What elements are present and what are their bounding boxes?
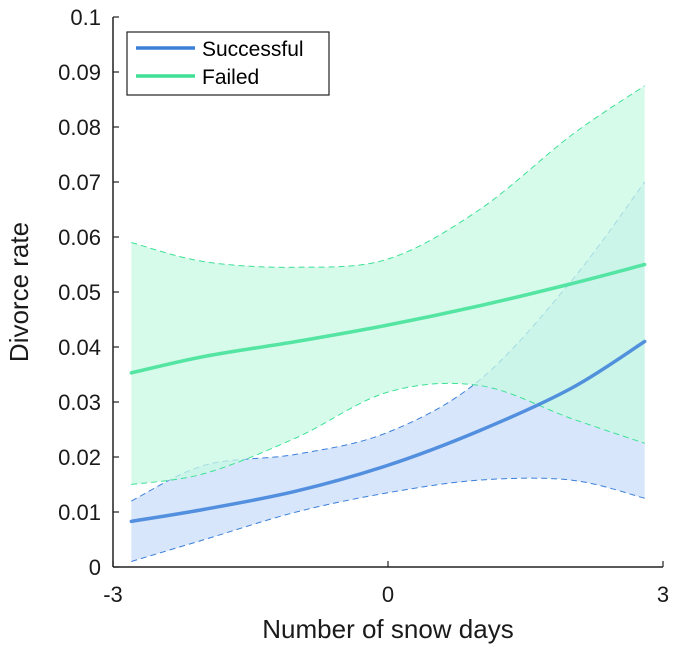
y-tick-label: 0.02 bbox=[58, 445, 101, 470]
x-axis-label: Number of snow days bbox=[262, 614, 513, 644]
y-tick-label: 0.01 bbox=[58, 500, 101, 525]
legend-label-failed: Failed bbox=[202, 66, 259, 89]
confidence-bands bbox=[131, 85, 646, 562]
x-tick-label: 3 bbox=[657, 582, 669, 607]
band-lower-successful bbox=[131, 477, 645, 562]
line-successful bbox=[129, 339, 647, 524]
y-tick-label: 0.06 bbox=[58, 225, 101, 250]
axis-ticks: 0 0.01 0.02 0.03 0.04 0.05 0.06 0.07 0.08 0.09 0.1… bbox=[58, 5, 669, 607]
legend-label-successful: Successful bbox=[202, 38, 304, 61]
y-tick-label: 0 bbox=[89, 555, 101, 580]
y-tick-label: 0.1 bbox=[70, 5, 101, 30]
legend: Successful Failed bbox=[126, 31, 330, 96]
band-failed bbox=[131, 85, 645, 485]
y-tick-label: 0.08 bbox=[58, 115, 101, 140]
y-tick-label: 0.09 bbox=[58, 60, 101, 85]
y-tick-label: 0.03 bbox=[58, 390, 101, 415]
band-upper-failed bbox=[131, 85, 645, 268]
y-tick-label: 0.07 bbox=[58, 170, 101, 195]
series-lines bbox=[129, 262, 647, 524]
x-tick-label: -3 bbox=[103, 582, 123, 607]
band-lower-failed bbox=[131, 382, 645, 485]
y-tick-label: 0.04 bbox=[58, 335, 101, 360]
band-successful bbox=[131, 182, 645, 562]
x-tick-label: 0 bbox=[382, 582, 394, 607]
line-failed bbox=[129, 262, 647, 375]
legend-box bbox=[126, 31, 330, 96]
y-tick-label: 0.05 bbox=[58, 280, 101, 305]
y-axis-label: Divorce rate bbox=[4, 222, 34, 362]
